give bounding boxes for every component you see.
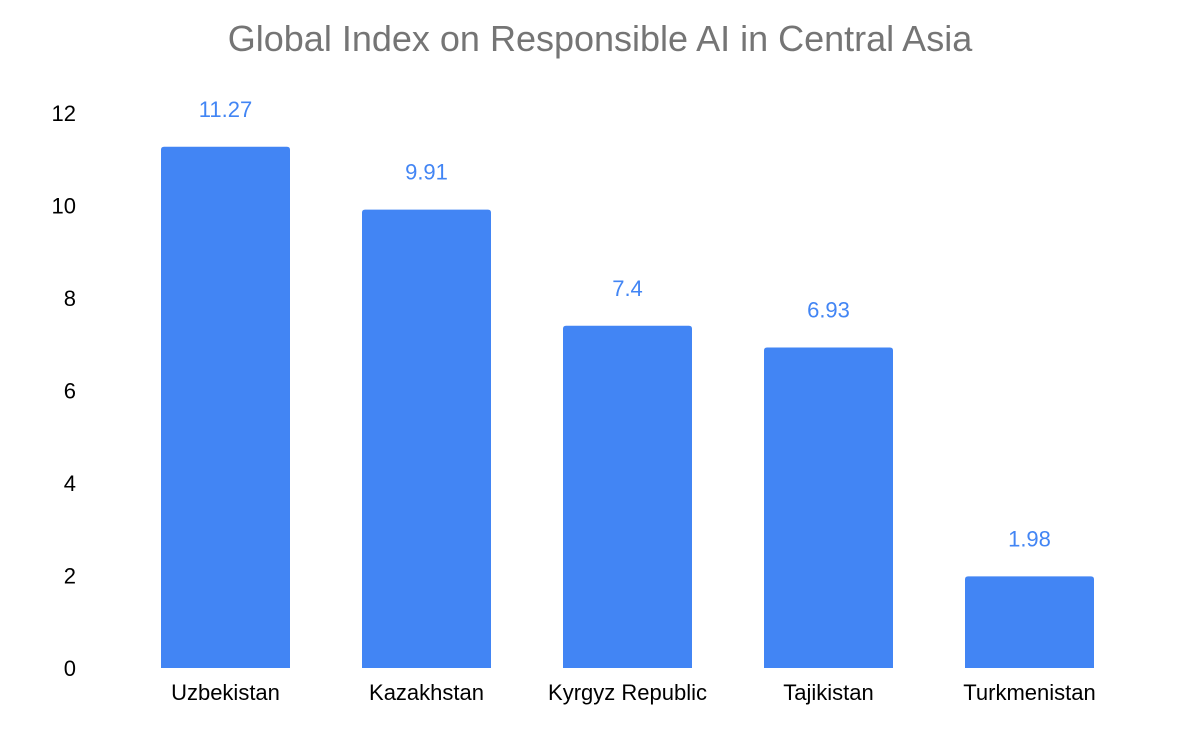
y-tick-label: 2 (64, 564, 76, 589)
x-axis: Uzbekistan Kazakhstan Kyrgyz Republic Tajik… (171, 680, 1096, 705)
x-tick-label: Kyrgyz Republic (548, 680, 707, 705)
data-label: 1.98 (1008, 526, 1051, 551)
y-tick-label: 8 (64, 286, 76, 311)
data-label: 9.91 (405, 160, 448, 185)
bar-tajikistan (764, 347, 893, 668)
x-tick-label: Tajikistan (783, 680, 873, 705)
x-tick-label: Uzbekistan (171, 680, 280, 705)
y-tick-label: 12 (52, 101, 76, 126)
data-label: 6.93 (807, 297, 850, 322)
data-label: 11.27 (199, 97, 252, 122)
y-tick-label: 0 (64, 656, 76, 681)
y-axis: 0 2 4 6 8 10 12 (52, 101, 76, 681)
bar-kazakhstan (362, 209, 491, 668)
y-tick-label: 10 (52, 194, 76, 219)
data-label: 7.4 (612, 276, 643, 301)
x-tick-label: Turkmenistan (963, 680, 1095, 705)
bars (161, 146, 1094, 668)
chart-title: Global Index on Responsible AI in Centra… (228, 18, 973, 59)
bar-uzbekistan (161, 146, 290, 668)
x-tick-label: Kazakhstan (369, 680, 484, 705)
y-tick-label: 6 (64, 379, 76, 404)
y-tick-label: 4 (64, 471, 76, 496)
bar-turkmenistan (965, 576, 1094, 668)
bar-kyrgyz-republic (563, 325, 692, 668)
data-labels: 11.27 9.91 7.4 6.93 1.98 (199, 97, 1051, 552)
